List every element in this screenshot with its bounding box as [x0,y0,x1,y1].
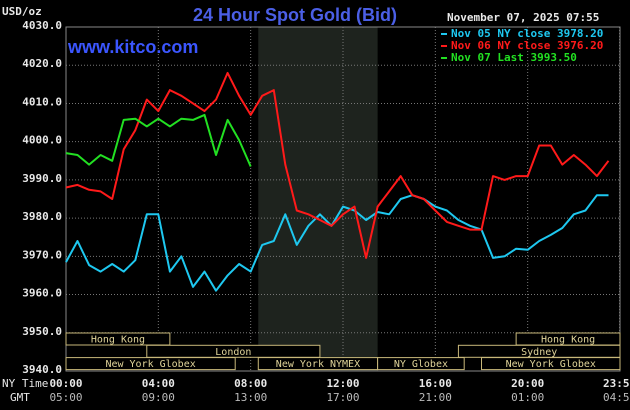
x-row-label: NY Time [2,377,48,390]
session-label: New York Globex [506,359,596,370]
legend-label: Nov 07 Last 3993.50 [451,51,577,64]
x-tick-label: 00:00 [49,377,82,390]
x-tick-label: 12:00 [326,377,359,390]
chart-title: 24 Hour Spot Gold (Bid) [193,5,397,25]
session-box [65,357,236,371]
y-tick-label: 3970.0 [22,248,62,261]
watermark: www.kitco.com [67,37,198,57]
session-box [377,357,465,371]
session-label: New York Globex [105,359,195,370]
session-label: London [215,347,251,358]
x-tick-label: 23:59 [603,377,630,390]
y-tick-label: 3980.0 [22,210,62,223]
y-tick-label: 3950.0 [22,325,62,338]
session-label: Hong Kong [541,335,595,346]
legend-label: Nov 06 NY close 3976.20 [451,39,603,52]
y-tick-label: 3960.0 [22,287,62,300]
x2-tick-label: 09:00 [142,391,175,404]
x-tick-label: 20:00 [511,377,544,390]
y-tick-label: 3940.0 [22,363,62,376]
series-line [65,71,610,259]
labels-layer: USD/oz 24 Hour Spot Gold (Bid) www.kitco… [2,5,630,404]
y-tick-label: 4000.0 [22,134,62,147]
unit-label: USD/oz [2,5,42,18]
series-line [65,113,252,167]
legend-label: Nov 05 NY close 3978.20 [451,27,603,40]
x2-row-label: GMT [10,391,30,404]
x2-tick-label: 04:59 [603,391,630,404]
session-box [65,332,171,346]
series-line [65,194,609,292]
session-shade [258,27,378,371]
lines-layer [65,71,610,292]
y-tick-label: 4010.0 [22,95,62,108]
session-label: Sydney [521,347,557,358]
x2-tick-label: 21:00 [419,391,452,404]
y-tick-label: 3990.0 [22,172,62,185]
plot-frame [65,26,621,372]
x2-tick-label: 05:00 [49,391,82,404]
timestamp: November 07, 2025 07:55 [447,11,599,24]
x2-tick-label: 13:00 [234,391,267,404]
session-box [481,357,621,371]
x-tick-label: 04:00 [142,377,175,390]
x2-tick-label: 17:00 [326,391,359,404]
session-label: NY Globex [394,359,448,370]
shade-layer [258,27,378,371]
session-label: Hong Kong [91,335,145,346]
grid-layer [65,26,621,372]
x-tick-label: 16:00 [419,377,452,390]
y-tick-label: 4020.0 [22,57,62,70]
x2-tick-label: 01:00 [511,391,544,404]
session-label: New York NYMEX [276,359,360,370]
x-tick-label: 08:00 [234,377,267,390]
y-tick-label: 4030.0 [22,19,62,32]
